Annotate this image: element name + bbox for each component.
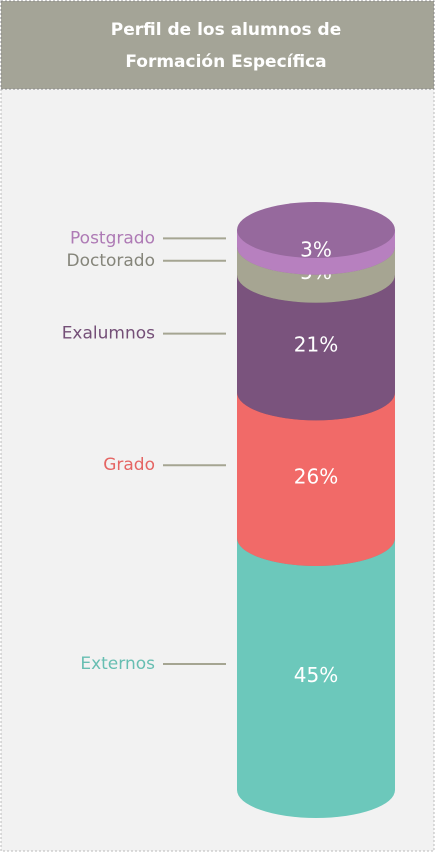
category-label: Grado — [103, 455, 155, 475]
value-label: 45% — [294, 663, 338, 687]
cylinder-segment — [237, 274, 395, 421]
value-label: 21% — [294, 333, 338, 357]
cylinder-segment — [237, 538, 395, 818]
category-label: Exalumnos — [62, 324, 155, 344]
category-label: Externos — [80, 654, 155, 674]
category-label: Postgrado — [70, 228, 155, 248]
value-label: 26% — [294, 464, 338, 488]
segment-top — [237, 202, 395, 258]
header — [0, 0, 435, 90]
title-line: Perfil de los alumnos de — [111, 20, 342, 40]
title-line: Formación Específica — [125, 52, 326, 72]
category-label: Doctorado — [66, 251, 155, 271]
value-label: 3% — [300, 238, 332, 262]
cylinder-segment — [237, 392, 395, 566]
